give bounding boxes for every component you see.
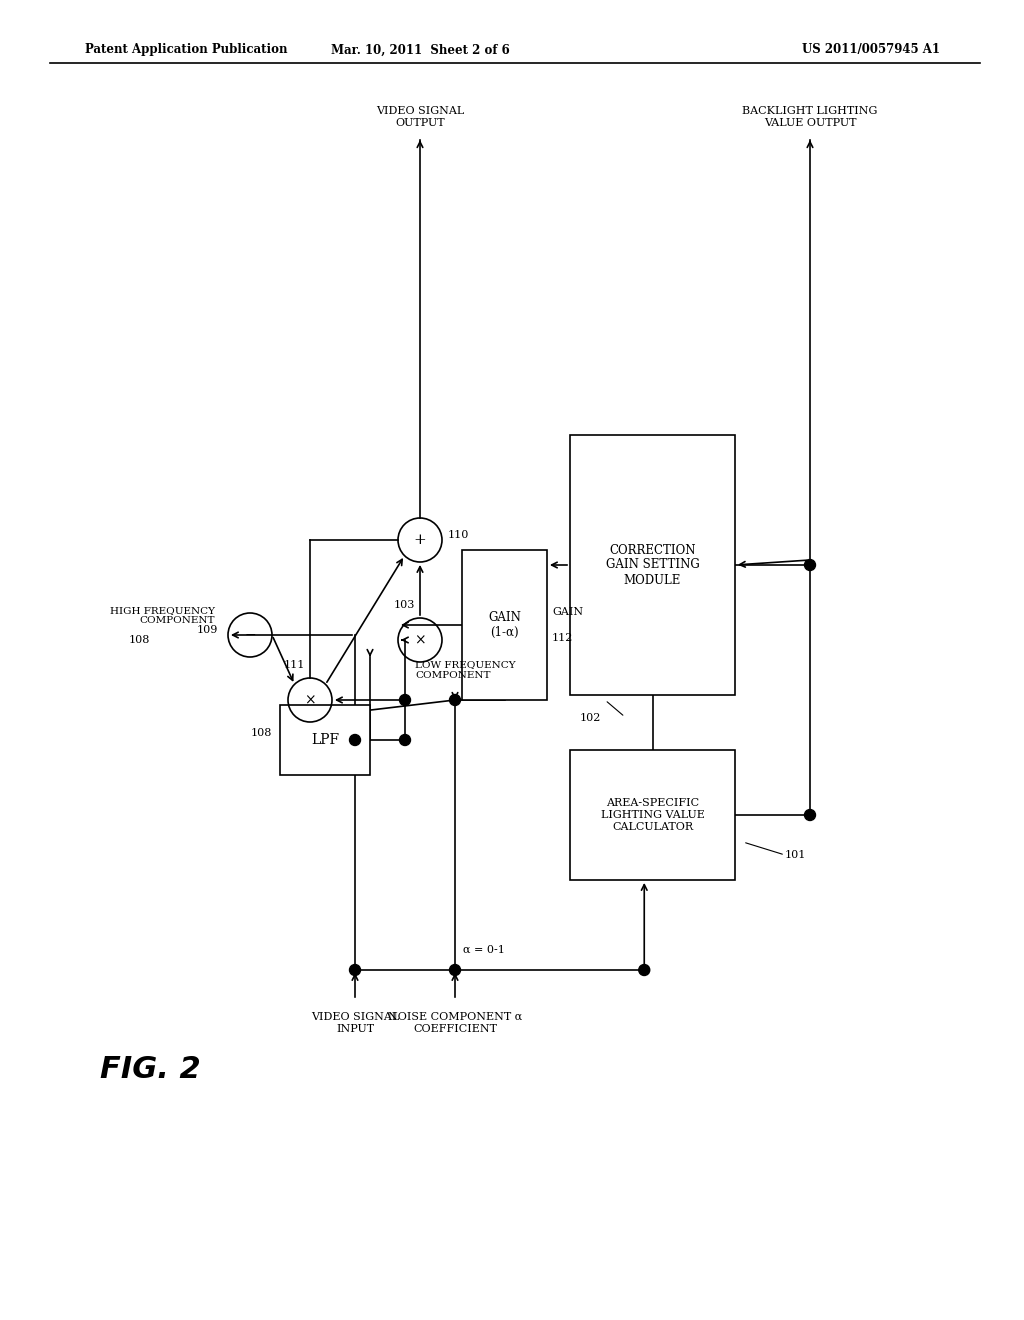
Text: 101: 101	[785, 850, 806, 861]
Text: US 2011/0057945 A1: US 2011/0057945 A1	[802, 44, 940, 57]
Text: 109: 109	[197, 624, 218, 635]
Text: FIG. 2: FIG. 2	[100, 1056, 201, 1085]
Text: +: +	[414, 533, 426, 546]
Text: 111: 111	[284, 660, 305, 671]
Bar	[462, 550, 547, 700]
Circle shape	[450, 965, 461, 975]
Circle shape	[639, 965, 650, 975]
Text: LPF: LPF	[311, 733, 339, 747]
Text: VIDEO SIGNAL
OUTPUT: VIDEO SIGNAL OUTPUT	[376, 107, 464, 128]
Text: HIGH FREQUENCY
COMPONENT: HIGH FREQUENCY COMPONENT	[110, 606, 215, 624]
Text: 108: 108	[129, 635, 150, 645]
Bar	[280, 705, 370, 775]
Text: α = 0-1: α = 0-1	[463, 945, 505, 954]
Text: NOISE COMPONENT α
COEFFICIENT: NOISE COMPONENT α COEFFICIENT	[388, 1012, 522, 1034]
Text: GAIN
(1-α): GAIN (1-α)	[488, 611, 521, 639]
Bar	[570, 750, 735, 880]
Text: 112: 112	[552, 634, 573, 643]
Text: ×: ×	[414, 634, 426, 647]
Text: 103: 103	[393, 601, 415, 610]
Text: CORRECTION
GAIN SETTING
MODULE: CORRECTION GAIN SETTING MODULE	[605, 544, 699, 586]
Bar	[570, 436, 735, 696]
Text: 108: 108	[251, 729, 272, 738]
Text: Patent Application Publication: Patent Application Publication	[85, 44, 288, 57]
Text: ×: ×	[304, 693, 315, 708]
Text: 110: 110	[449, 531, 469, 540]
Text: GAIN: GAIN	[552, 607, 583, 616]
Text: VIDEO SIGNAL
INPUT: VIDEO SIGNAL INPUT	[311, 1012, 399, 1034]
Circle shape	[805, 809, 815, 821]
Text: LOW FREQUENCY
COMPONENT: LOW FREQUENCY COMPONENT	[415, 660, 516, 680]
Circle shape	[399, 734, 411, 746]
Text: Mar. 10, 2011  Sheet 2 of 6: Mar. 10, 2011 Sheet 2 of 6	[331, 44, 509, 57]
Text: BACKLIGHT LIGHTING
VALUE OUTPUT: BACKLIGHT LIGHTING VALUE OUTPUT	[742, 107, 878, 128]
Text: −: −	[244, 628, 256, 642]
Text: 102: 102	[580, 713, 601, 723]
Circle shape	[349, 965, 360, 975]
Circle shape	[805, 560, 815, 570]
Text: AREA-SPECIFIC
LIGHTING VALUE
CALCULATOR: AREA-SPECIFIC LIGHTING VALUE CALCULATOR	[600, 799, 705, 832]
Circle shape	[450, 694, 461, 705]
Circle shape	[349, 734, 360, 746]
Circle shape	[399, 694, 411, 705]
